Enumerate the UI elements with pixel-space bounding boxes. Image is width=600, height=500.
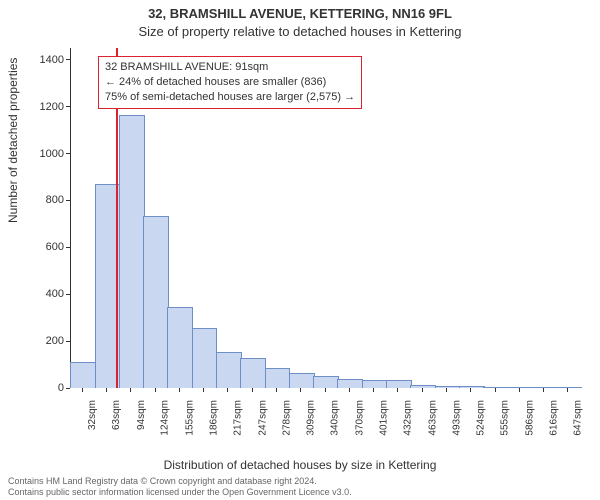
x-tick-label: 155sqm [184, 400, 195, 436]
x-tick-mark [519, 388, 520, 392]
y-tick-label: 1400 [40, 54, 70, 66]
x-tick-mark [276, 388, 277, 392]
x-tick-label: 309sqm [306, 400, 317, 436]
y-axis-label: Number of detached properties [6, 58, 20, 223]
histogram-bar [143, 216, 169, 388]
histogram-bar [337, 379, 363, 388]
y-tick-label: 400 [46, 288, 70, 300]
x-tick-mark [252, 388, 253, 392]
footer-line-1: Contains HM Land Registry data © Crown c… [8, 476, 352, 487]
histogram-bar [410, 385, 436, 388]
chart-title-line1: 32, BRAMSHILL AVENUE, KETTERING, NN16 9F… [0, 6, 600, 21]
x-tick-label: 616sqm [549, 400, 560, 436]
y-tick-label: 600 [46, 241, 70, 253]
histogram-bar [435, 386, 461, 388]
annotation-line: 32 BRAMSHILL AVENUE: 91sqm [105, 60, 355, 75]
annotation-line: 75% of semi-detached houses are larger (… [105, 90, 355, 105]
plot-area: 020040060080010001200140032sqm63sqm94sqm… [70, 48, 580, 388]
histogram-bar [362, 380, 388, 388]
x-tick-mark [155, 388, 156, 392]
chart-root: 32, BRAMSHILL AVENUE, KETTERING, NN16 9F… [0, 0, 600, 500]
x-tick-mark [325, 388, 326, 392]
x-tick-mark [495, 388, 496, 392]
x-tick-mark [349, 388, 350, 392]
histogram-bar [289, 373, 315, 388]
histogram-bar [216, 352, 242, 388]
histogram-bar [459, 386, 485, 388]
x-tick-mark [470, 388, 471, 392]
footer-attribution: Contains HM Land Registry data © Crown c… [8, 476, 352, 499]
y-tick-label: 200 [46, 335, 70, 347]
x-tick-label: 401sqm [379, 400, 390, 436]
x-tick-label: 217sqm [233, 400, 244, 436]
y-tick-label: 1000 [40, 148, 70, 160]
histogram-bar [265, 368, 291, 388]
x-tick-label: 63sqm [111, 400, 122, 430]
x-axis-label: Distribution of detached houses by size … [0, 458, 600, 472]
y-tick-label: 800 [46, 194, 70, 206]
x-tick-mark [82, 388, 83, 392]
x-tick-label: 586sqm [524, 400, 535, 436]
x-tick-mark [203, 388, 204, 392]
plot-inner: 020040060080010001200140032sqm63sqm94sqm… [70, 48, 580, 388]
x-tick-label: 278sqm [281, 400, 292, 436]
histogram-bar [119, 115, 145, 388]
x-tick-mark [543, 388, 544, 392]
x-tick-label: 493sqm [451, 400, 462, 436]
histogram-bar [192, 328, 218, 388]
x-tick-label: 524sqm [476, 400, 487, 436]
histogram-bar [313, 376, 339, 388]
x-tick-label: 647sqm [573, 400, 584, 436]
x-tick-mark [227, 388, 228, 392]
annotation-line: ← 24% of detached houses are smaller (83… [105, 75, 355, 90]
x-tick-label: 247sqm [257, 400, 268, 436]
histogram-bar [483, 387, 509, 388]
x-tick-label: 94sqm [136, 400, 147, 430]
y-tick-label: 1200 [40, 101, 70, 113]
x-tick-mark [422, 388, 423, 392]
x-tick-label: 555sqm [500, 400, 511, 436]
histogram-bar [556, 387, 582, 388]
histogram-bar [386, 380, 412, 388]
x-tick-label: 124sqm [160, 400, 171, 436]
histogram-bar [70, 362, 96, 388]
footer-line-2: Contains public sector information licen… [8, 487, 352, 498]
x-tick-mark [106, 388, 107, 392]
y-axis-line [70, 48, 71, 388]
x-tick-label: 463sqm [427, 400, 438, 436]
x-tick-mark [179, 388, 180, 392]
histogram-bar [167, 307, 193, 388]
x-tick-mark [397, 388, 398, 392]
x-tick-mark [300, 388, 301, 392]
x-tick-mark [446, 388, 447, 392]
x-tick-mark [130, 388, 131, 392]
x-tick-label: 186sqm [209, 400, 220, 436]
annotation-box: 32 BRAMSHILL AVENUE: 91sqm← 24% of detac… [98, 56, 362, 109]
histogram-bar [240, 358, 266, 388]
x-tick-mark [567, 388, 568, 392]
x-tick-mark [373, 388, 374, 392]
histogram-bar [532, 387, 558, 388]
histogram-bar [507, 387, 533, 388]
chart-title-line2: Size of property relative to detached ho… [0, 24, 600, 39]
x-tick-label: 340sqm [330, 400, 341, 436]
y-tick-label: 0 [58, 382, 70, 394]
x-tick-label: 432sqm [403, 400, 414, 436]
x-tick-label: 32sqm [87, 400, 98, 430]
x-tick-label: 370sqm [354, 400, 365, 436]
